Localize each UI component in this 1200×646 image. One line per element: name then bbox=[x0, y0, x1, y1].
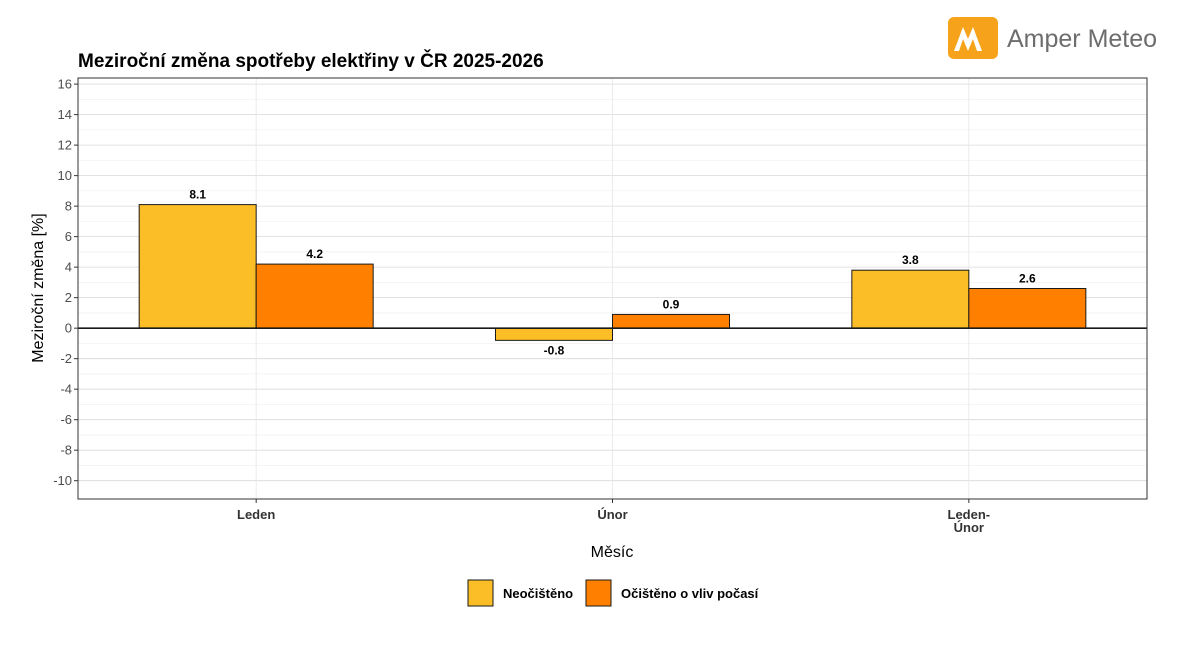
amper-meteo-logo: Amper Meteo bbox=[948, 17, 1157, 59]
data-label: -0.8 bbox=[544, 343, 565, 357]
bar bbox=[495, 327, 613, 341]
y-tick-label: 14 bbox=[58, 107, 72, 122]
bar bbox=[612, 313, 730, 329]
legend: Neočištěno Očištěno o vliv počasí bbox=[467, 579, 759, 607]
x-tick-label: Leden bbox=[237, 507, 275, 522]
data-label: 3.8 bbox=[902, 253, 919, 267]
legend-label: Neočištěno bbox=[503, 586, 573, 601]
chart-title: Meziroční změna spotřeby elektřiny v ČR … bbox=[78, 50, 544, 72]
y-tick-label: 4 bbox=[65, 260, 72, 275]
y-tick-label: 6 bbox=[65, 229, 72, 244]
y-tick-label: 12 bbox=[58, 138, 72, 153]
y-tick-label: 2 bbox=[65, 290, 72, 305]
y-tick-label: -6 bbox=[60, 412, 72, 427]
x-tick-label: Únor bbox=[597, 507, 627, 522]
data-label: 8.1 bbox=[189, 188, 206, 202]
data-labels: 8.1 -0.8 3.8 4.2 0.9 2.6 bbox=[189, 188, 1036, 358]
data-label: 0.9 bbox=[663, 297, 680, 311]
y-tick-label: -2 bbox=[60, 351, 72, 366]
y-tick-label: 16 bbox=[58, 77, 72, 92]
y-tick-label: -4 bbox=[60, 382, 72, 397]
y-tick-label: 10 bbox=[58, 168, 72, 183]
bar bbox=[255, 263, 374, 329]
legend-label: Očištěno o vliv počasí bbox=[621, 586, 759, 601]
x-axis-title: Měsíc bbox=[591, 544, 634, 561]
legend-swatch bbox=[467, 579, 494, 607]
bars bbox=[138, 204, 1087, 341]
data-label: 2.6 bbox=[1019, 272, 1036, 286]
bar bbox=[138, 204, 257, 329]
y-tick-label: -8 bbox=[60, 443, 72, 458]
bar bbox=[968, 288, 1087, 329]
y-axis-ticks: 16 14 12 10 8 6 4 2 0 -2 -4 -6 -8 -10 bbox=[53, 77, 78, 488]
logo-icon bbox=[954, 27, 982, 51]
x-axis-categories: Leden Únor Leden-Únor bbox=[237, 499, 990, 535]
bar bbox=[851, 269, 970, 329]
x-tick-label: Leden- bbox=[948, 507, 991, 522]
data-label: 4.2 bbox=[306, 247, 323, 261]
brand-name: Amper Meteo bbox=[1007, 25, 1157, 53]
legend-swatch bbox=[585, 579, 612, 607]
y-tick-label: -10 bbox=[53, 473, 72, 488]
y-axis-title: Meziroční změna [%] bbox=[30, 213, 47, 362]
y-tick-label: 8 bbox=[65, 199, 72, 214]
y-tick-label: 0 bbox=[65, 321, 72, 336]
x-tick-label: Únor bbox=[954, 520, 984, 535]
